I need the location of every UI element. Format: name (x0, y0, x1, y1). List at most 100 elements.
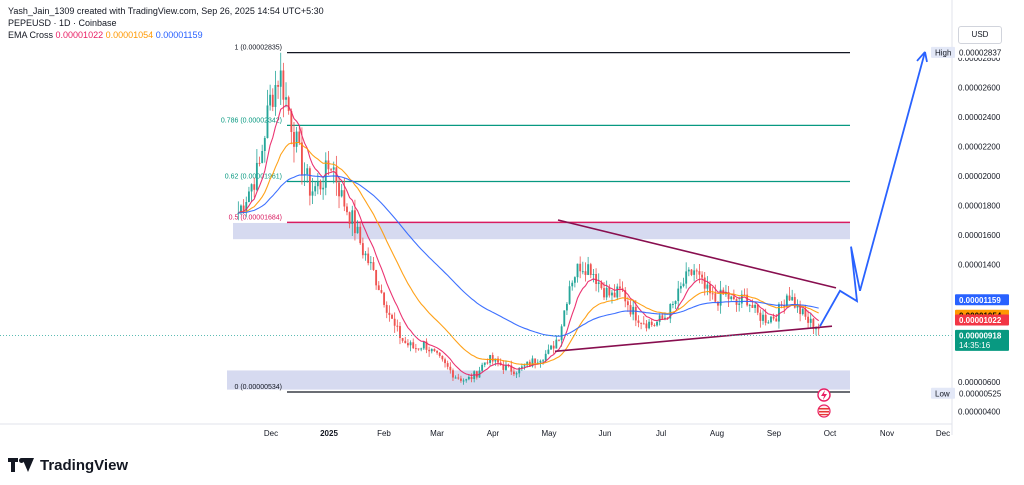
events-layer (817, 388, 831, 418)
candle-body (793, 297, 796, 308)
axes-layer: 0.00002800 0.00002600 0.00002400 0.00002200… (0, 0, 1001, 438)
price-badge-countdown: 14:35:16 (959, 341, 991, 350)
candle-body (555, 339, 558, 349)
y-tick-label: 0.00002600 (958, 83, 1001, 92)
ema-mid-value: 0.00001054 (105, 30, 154, 40)
candle-body (385, 304, 388, 313)
credit-line: Yash_Jain_1309 created with TradingView.… (8, 6, 324, 16)
brand-name: TradingView (40, 456, 129, 474)
candle-body (412, 342, 415, 349)
candle-body (311, 191, 314, 196)
fib-label: 0.5 (0.00001684) (229, 214, 282, 221)
candle-body (396, 325, 399, 327)
y-tick-label: 0.00002000 (958, 172, 1001, 181)
x-tick-label: Aug (710, 429, 724, 438)
badge-label-bg (931, 387, 955, 399)
candle-body (269, 94, 272, 106)
candle-body (274, 85, 277, 107)
candle-body (775, 318, 778, 322)
candle-body (475, 371, 478, 378)
candle-body (263, 138, 266, 152)
candle-body (452, 370, 454, 378)
triangle-layer (554, 219, 837, 353)
candle-body (287, 97, 290, 111)
candle-body (255, 162, 258, 190)
candle-body (518, 367, 521, 374)
candle-body (690, 269, 693, 275)
candle-body (316, 181, 319, 187)
price-badge (955, 294, 1009, 306)
candle-body (332, 167, 335, 170)
candle-body (656, 321, 658, 326)
candle-body (587, 264, 590, 275)
candle-body (438, 352, 441, 356)
triangle-lower-line (554, 325, 833, 353)
projection-arrowhead (916, 51, 928, 63)
symbol-line[interactable]: PEPEUSD · 1D · Coinbase (8, 18, 117, 28)
candle-body (539, 360, 542, 363)
support-resistance-zone (233, 222, 850, 240)
y-tick-label: 0.00000400 (958, 408, 1001, 417)
candle-body (558, 339, 560, 341)
candle-body (576, 263, 579, 278)
candle-body (563, 310, 566, 327)
candle-body (512, 371, 515, 375)
ema-legend[interactable]: EMA Cross 0.00001022 0.00001054 0.000011… (8, 29, 324, 41)
candle-body (388, 312, 391, 315)
candle-body (457, 377, 460, 379)
candle-body (404, 340, 407, 344)
candle-body (799, 304, 802, 315)
candle-body (510, 365, 513, 372)
price-badge (955, 46, 1009, 58)
price-badge-value: 0.00001022 (959, 316, 1002, 325)
candle-body (436, 351, 439, 353)
candle-body (679, 286, 682, 289)
candle-body (603, 288, 605, 298)
candle-body (727, 291, 730, 300)
candle-body (343, 190, 346, 207)
y-tick-label: 0.00001400 (958, 260, 1001, 269)
candle-body (237, 212, 240, 214)
candle-body (732, 296, 735, 300)
candle-body (762, 314, 764, 321)
candle-body (791, 297, 794, 301)
candle-body (674, 301, 677, 305)
candle-body (353, 210, 356, 234)
candle-body (462, 380, 465, 382)
ema-slow-line (238, 174, 819, 337)
candle-body (738, 303, 741, 305)
candle-body (414, 348, 417, 350)
candle-body (772, 316, 775, 319)
candle-body (547, 349, 550, 354)
candle-body (788, 295, 791, 301)
candle-body (706, 284, 709, 289)
candle-body (653, 325, 656, 327)
currency-button[interactable]: USD (958, 26, 1002, 44)
candle-body (568, 286, 571, 304)
y-tick-label: 0.00000600 (958, 378, 1001, 387)
candle-body (351, 210, 354, 224)
candle-body (245, 202, 248, 211)
candle-body (759, 312, 762, 321)
x-tick-label: Nov (880, 429, 894, 438)
candle-body (417, 348, 420, 350)
ema-label: EMA Cross (8, 30, 54, 40)
badge-label: Low (935, 389, 950, 398)
candle-body (348, 212, 351, 224)
candle-body (571, 282, 574, 287)
candle-body (584, 271, 587, 275)
price-badge (955, 387, 1009, 399)
candle-body (271, 94, 274, 107)
candle-body (807, 316, 810, 323)
candle-body (266, 105, 269, 139)
candle-body (497, 358, 499, 363)
support-resistance-zone (227, 370, 850, 390)
candle-body (409, 342, 412, 346)
tradingview-logo[interactable]: TradingView (8, 455, 128, 475)
candle-body (542, 360, 545, 362)
x-tick-label: Sep (767, 429, 782, 438)
candle-body (364, 253, 367, 256)
y-tick-label: 0.00001600 (958, 231, 1001, 240)
candle-body (428, 349, 431, 352)
